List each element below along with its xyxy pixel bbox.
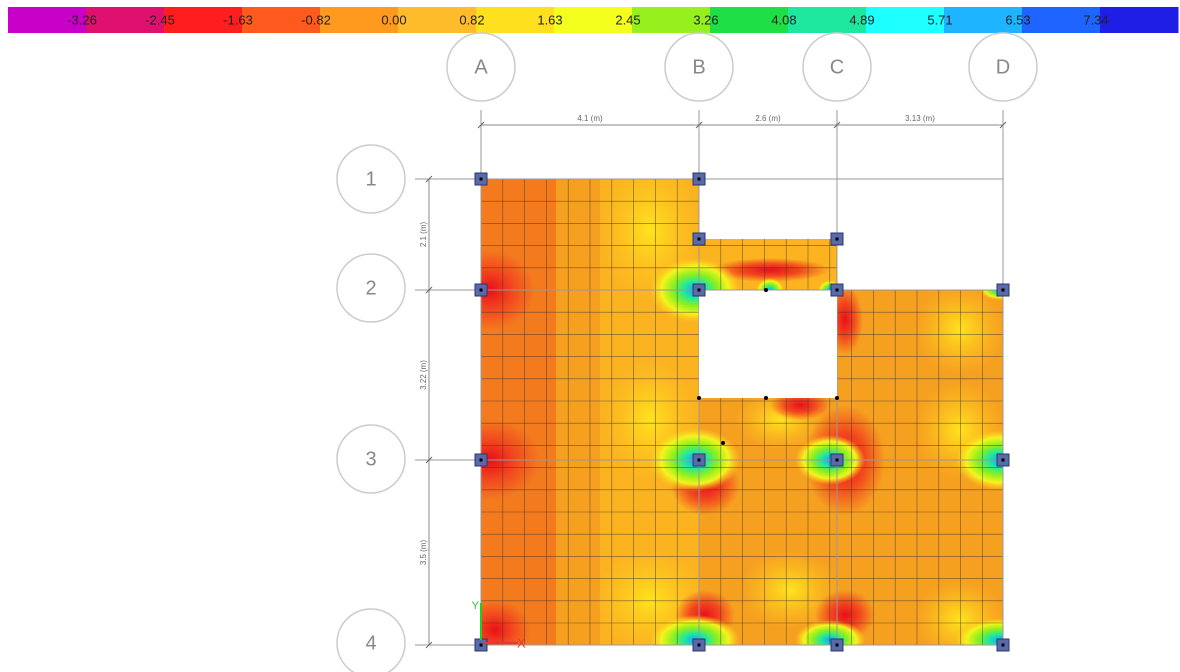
dim-label: 4.1 (m) (577, 114, 603, 123)
column-node (1002, 289, 1005, 292)
node (721, 441, 725, 445)
band (481, 179, 556, 645)
column-node (480, 178, 483, 181)
node (764, 396, 768, 400)
column-node (698, 644, 701, 647)
grid-bubble-label: 1 (365, 168, 376, 190)
slab-contours (440, 160, 1045, 665)
column-node (480, 459, 483, 462)
grid-bubble-label: B (692, 56, 705, 78)
axis-label: Y (472, 600, 480, 612)
contour-view: -3.26 -2.45 -1.63 -0.82 0.00 0.82 1.63 2.45 3.26… (0, 0, 1180, 672)
column-node (836, 644, 839, 647)
dim-label: 2.6 (m) (755, 114, 781, 123)
dim-label: 3.13 (m) (905, 114, 935, 123)
column-node (480, 289, 483, 292)
grid-bubble-label: A (474, 56, 488, 78)
contour (460, 600, 530, 660)
column-node (698, 178, 701, 181)
grid-bubble-label: 2 (365, 277, 376, 299)
column-node (698, 459, 701, 462)
dim-label: 3.5 (m) (419, 540, 428, 566)
legend-label: 2.45 (615, 12, 640, 27)
legend-swatch (1100, 7, 1179, 33)
column-node (836, 289, 839, 292)
legend-label: 7.34 (1083, 12, 1108, 27)
opening (699, 291, 837, 398)
legend-label: 0.82 (459, 12, 484, 27)
legend-label: -0.82 (301, 12, 331, 27)
column-node (836, 459, 839, 462)
node (764, 288, 768, 292)
node (835, 396, 839, 400)
column-node (1002, 644, 1005, 647)
legend-label: 1.63 (537, 12, 562, 27)
column-node (698, 289, 701, 292)
legend-label: 4.89 (849, 12, 874, 27)
legend-label: -1.63 (223, 12, 253, 27)
column-node (480, 644, 483, 647)
legend-label: 0.00 (381, 12, 406, 27)
dim-label: 3.22 (m) (419, 360, 428, 390)
legend-label: 4.08 (771, 12, 796, 27)
grid-bubble-label: D (996, 56, 1010, 78)
legend-label: 6.53 (1005, 12, 1030, 27)
axis-label: X (517, 635, 526, 650)
column-node (1002, 459, 1005, 462)
legend-label: -2.45 (145, 12, 175, 27)
grid-bubble-label: C (830, 56, 844, 78)
column-node (698, 238, 701, 241)
node (697, 396, 701, 400)
color-legend: -3.26 -2.45 -1.63 -0.82 0.00 0.82 1.63 2.45 3.26… (8, 7, 1179, 33)
dim-label: 2.1 (m) (419, 222, 428, 248)
column-node (836, 238, 839, 241)
legend-label: 5.71 (927, 12, 952, 27)
legend-label: -3.26 (67, 12, 97, 27)
legend-label: 3.26 (693, 12, 718, 27)
grid-bubble-label: 3 (365, 448, 376, 470)
grid-bubble-label: 4 (365, 632, 376, 654)
